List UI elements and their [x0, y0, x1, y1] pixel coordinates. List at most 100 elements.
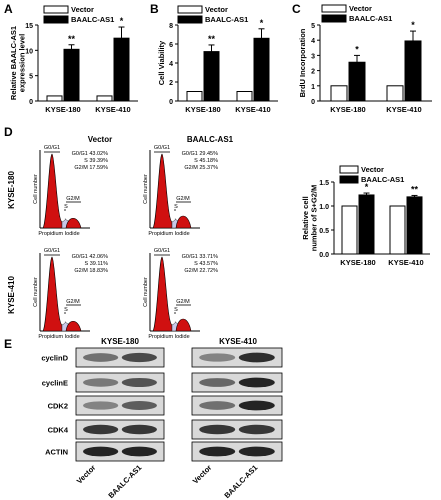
y-tick-label: 1.0 [319, 204, 329, 211]
g0g1-peak [152, 153, 173, 229]
blot-band [83, 401, 119, 410]
g2m-peak [175, 318, 192, 332]
flow-stat: S 39.11% [85, 261, 109, 267]
gate-label-g2m: G2/M [66, 299, 80, 305]
x-tick-label: KYSE-180 [340, 258, 375, 267]
flow-stat: S 39.39% [84, 158, 108, 164]
flow-stat: G2/M 18.83% [74, 268, 108, 274]
significance-marker: * [355, 44, 359, 54]
panel-e-letter: E [4, 337, 12, 351]
blot-band [199, 446, 236, 457]
legend-label-baalc: BAALC-AS1 [71, 15, 114, 24]
gate-label-g0g1: G0/G1 [44, 248, 60, 254]
blot-band [121, 446, 157, 457]
flow-stat: G2/M 22.72% [184, 268, 218, 274]
blot-lane-label: BAALC-AS1 [222, 463, 259, 500]
blot-strip [191, 419, 283, 440]
blot-title-kyse410: KYSE-410 [219, 337, 257, 346]
significance-marker: ** [411, 184, 419, 194]
bar-baalc [203, 51, 220, 102]
gate-label-g0g1: G0/G1 [154, 248, 170, 254]
blot-band [238, 400, 275, 411]
y-axis-label: Relative cell [301, 196, 310, 239]
blot-strip [75, 347, 165, 368]
g2m-peak [175, 215, 192, 229]
legend-swatch-vector [339, 165, 359, 174]
y-tick-label: 0 [311, 99, 315, 106]
y-tick-label: 2 [311, 69, 315, 76]
gate-label-s: S [174, 307, 178, 313]
g0g1-peak [42, 153, 63, 229]
blot-lane-label: Vector [75, 463, 98, 486]
blot-protein-label: ACTIN [45, 448, 68, 457]
bar-vector [389, 205, 406, 255]
flow-x-label: Propidium Iodide [148, 231, 189, 237]
blot-band [121, 401, 157, 410]
significance-marker: ** [208, 34, 216, 44]
panel-b-letter: B [150, 2, 159, 16]
legend-label-vector: Vector [205, 5, 228, 14]
blot-band [121, 424, 157, 435]
blot-band [199, 401, 236, 410]
bar-baalc [253, 37, 270, 102]
legend-label-baalc: BAALC-AS1 [361, 175, 404, 184]
blot-title-kyse180: KYSE-180 [101, 337, 139, 346]
y-tick-label: 0 [29, 99, 33, 106]
x-tick-label: KYSE-410 [95, 105, 130, 114]
x-tick-label: KYSE-180 [330, 105, 365, 114]
legend-label-vector: Vector [71, 5, 94, 14]
blot-band [121, 377, 157, 388]
flow-col-title-baalc: BAALC-AS1 [187, 135, 234, 144]
bar-baalc [113, 37, 130, 102]
bar-baalc [358, 194, 375, 255]
legend-label-baalc: BAALC-AS1 [205, 15, 248, 24]
y-tick-label: 4 [169, 61, 173, 68]
chart-c: 0 1 2 3 4 5 BrdU Incorporation * KYSE-180 * KYSE-4… [298, 4, 432, 114]
flow-x-label: Propidium Iodide [148, 334, 189, 340]
blot-strip [75, 372, 165, 393]
blot-band [199, 353, 236, 362]
blot-band [199, 424, 236, 435]
legend-swatch-baalc [339, 175, 359, 184]
y-tick-label: 15 [25, 23, 33, 30]
x-tick-label: KYSE-180 [45, 105, 80, 114]
flow-histogram: G0/G1 S G2/M Cell number Propidium Iodide G0/… [143, 248, 218, 340]
bar-vector [46, 95, 63, 102]
y-tick-label: 1 [311, 84, 315, 91]
flow-histogram: G0/G1 S G2/M Cell number Propidium Iodide G0/… [33, 145, 108, 237]
x-tick-label: KYSE-180 [185, 105, 220, 114]
y-tick-label: 6 [169, 42, 173, 49]
significance-marker: * [260, 18, 264, 28]
significance-marker: ** [68, 34, 76, 44]
flow-y-label: Cell number [33, 277, 39, 307]
flow-stat: G2/M 25.37% [184, 165, 218, 171]
panel-d-letter: D [4, 125, 13, 139]
blot-lane-label: Vector [191, 463, 214, 486]
bar-baalc [348, 61, 366, 102]
blot-band [83, 446, 119, 457]
y-axis-label: BrdU Incorporation [298, 28, 307, 97]
y-tick-label: 2 [169, 80, 173, 87]
y-axis-label: number of S+G2/M [310, 185, 319, 251]
bar-baalc [63, 48, 80, 102]
y-tick-label: 4 [311, 38, 315, 45]
x-tick-label: KYSE-410 [388, 258, 423, 267]
blot-strip [75, 419, 165, 440]
flow-histogram: G0/G1 S G2/M Cell number Propidium Iodide G0/… [143, 145, 218, 237]
blot-band [83, 378, 119, 387]
significance-marker: * [120, 16, 124, 26]
legend-label-vector: Vector [349, 4, 372, 13]
western-blot-panel: KYSE-180 KYSE-410 cyclinD cyclinE CDK2 CDK4… [41, 337, 283, 500]
legend-swatch-baalc [43, 15, 69, 24]
blot-protein-label: CDK4 [48, 426, 69, 435]
y-tick-label: 0.0 [319, 252, 329, 259]
blot-band [238, 446, 275, 457]
blot-lane-label: BAALC-AS1 [106, 463, 143, 500]
bar-vector [96, 95, 113, 102]
legend-label-vector: Vector [361, 165, 384, 174]
flow-col-title-vector: Vector [88, 135, 112, 144]
blot-band [121, 352, 157, 363]
flow-x-label: Propidium Iodide [38, 231, 79, 237]
flow-stat: G0/G1 29.45% [182, 151, 218, 157]
